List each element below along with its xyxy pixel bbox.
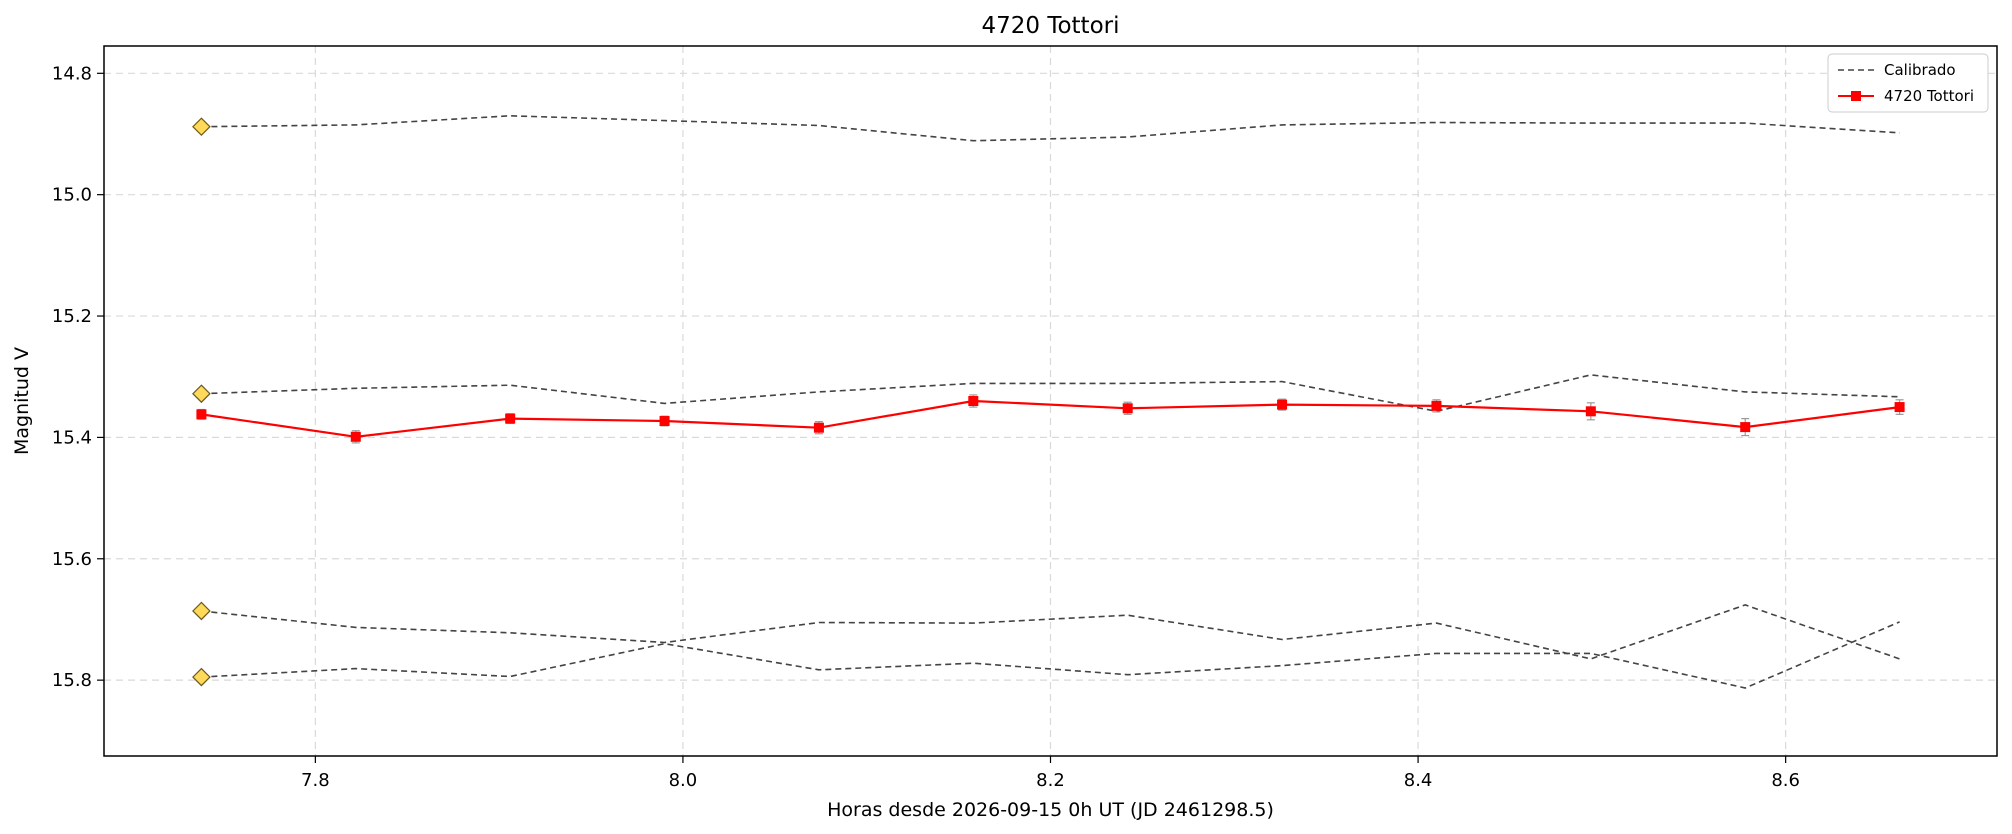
y-tick-label: 15.4 bbox=[52, 427, 92, 448]
reference-diamond-marker bbox=[192, 667, 211, 687]
legend-box bbox=[1827, 53, 1989, 113]
y-tick-label: 15.8 bbox=[52, 670, 92, 691]
y-tick-label: 14.8 bbox=[52, 63, 92, 84]
x-tick-label: 8.6 bbox=[1771, 770, 1800, 791]
axis-ticks: 7.8 8.0 8.2 8.4 8.6 14.8 15.0 15.2 15.4 15.6 15.8 bbox=[52, 63, 1800, 791]
target-data-point bbox=[1894, 402, 1905, 413]
y-tick-label: 15.2 bbox=[52, 306, 92, 327]
calibration-series-line bbox=[201, 621, 1900, 689]
x-axis-label: Horas desde 2026-09-15 0h UT (JD 2461298… bbox=[827, 799, 1274, 821]
legend: Calibrado 4720 Tottori bbox=[1827, 53, 1989, 113]
target-data-point bbox=[968, 396, 979, 406]
reference-diamond-marker bbox=[192, 384, 211, 404]
calibration-series-line bbox=[201, 114, 1900, 142]
target-data-point bbox=[1277, 399, 1288, 410]
legend-target-label: 4720 Tottori bbox=[1884, 87, 1974, 105]
target-data-point bbox=[1585, 406, 1596, 417]
target-data-point bbox=[505, 413, 516, 424]
target-data-point bbox=[1122, 403, 1133, 414]
target-data-point bbox=[350, 431, 361, 442]
calibration-series-line bbox=[201, 374, 1900, 413]
x-tick-label: 8.2 bbox=[1036, 770, 1065, 791]
y-tick-label: 15.6 bbox=[52, 549, 92, 570]
target-series-line bbox=[201, 399, 1900, 438]
target-data-point bbox=[196, 409, 207, 420]
target-data-point bbox=[813, 422, 824, 433]
x-tick-label: 8.0 bbox=[669, 770, 698, 791]
y-axis-label: Magnitud V bbox=[11, 347, 33, 455]
reference-diamond-marker bbox=[192, 601, 211, 621]
reference-diamond-marker bbox=[192, 117, 211, 137]
chart-title: 4720 Tottori bbox=[981, 13, 1119, 39]
x-tick-label: 7.8 bbox=[301, 770, 330, 791]
y-tick-label: 15.0 bbox=[52, 185, 92, 206]
series-layer bbox=[192, 114, 1905, 689]
target-data-point bbox=[1431, 400, 1442, 411]
calibration-series-line bbox=[201, 604, 1900, 660]
legend-target-marker bbox=[1851, 91, 1861, 101]
target-data-point bbox=[1740, 422, 1751, 433]
grid-lines bbox=[104, 46, 1997, 756]
legend-calibrado-label: Calibrado bbox=[1884, 61, 1956, 79]
x-tick-label: 8.4 bbox=[1404, 770, 1433, 791]
target-data-point bbox=[659, 416, 670, 427]
